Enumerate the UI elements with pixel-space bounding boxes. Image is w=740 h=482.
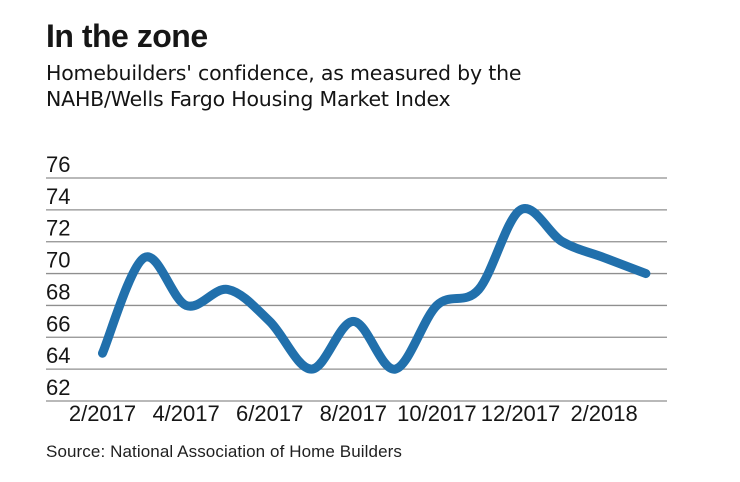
source-note: Source: National Association of Home Bui…	[46, 442, 403, 461]
x-axis-tick-label: 4/2017	[152, 401, 219, 426]
y-axis-tick-label: 74	[46, 184, 70, 209]
x-axis-tick-label: 2/2018	[570, 401, 637, 426]
y-axis-tick-label: 62	[46, 375, 70, 400]
chart-title: In the zone	[46, 18, 208, 54]
chart-subtitle-line2: NAHB/Wells Fargo Housing Market Index	[46, 87, 451, 111]
y-axis-tick-label: 64	[46, 343, 70, 368]
hmi-trend-line	[98, 204, 651, 374]
x-axis-tick-label: 6/2017	[236, 401, 303, 426]
y-axis-tick-label: 66	[46, 311, 70, 336]
chart-subtitle: Homebuilders' confidence, as measured by…	[46, 60, 521, 112]
x-axis-tick-label: 8/2017	[320, 401, 387, 426]
x-axis-tick-label: 10/2017	[397, 401, 477, 426]
y-axis-tick-label: 70	[46, 248, 70, 273]
x-axis-tick-label: 12/2017	[481, 401, 561, 426]
chart-subtitle-line1: Homebuilders' confidence, as measured by…	[46, 61, 522, 85]
y-axis-tick-label: 68	[46, 279, 70, 304]
y-axis-tick-label: 72	[46, 216, 70, 241]
x-axis-tick-label: 2/2017	[69, 401, 136, 426]
y-axis-tick-label: 76	[46, 152, 70, 177]
